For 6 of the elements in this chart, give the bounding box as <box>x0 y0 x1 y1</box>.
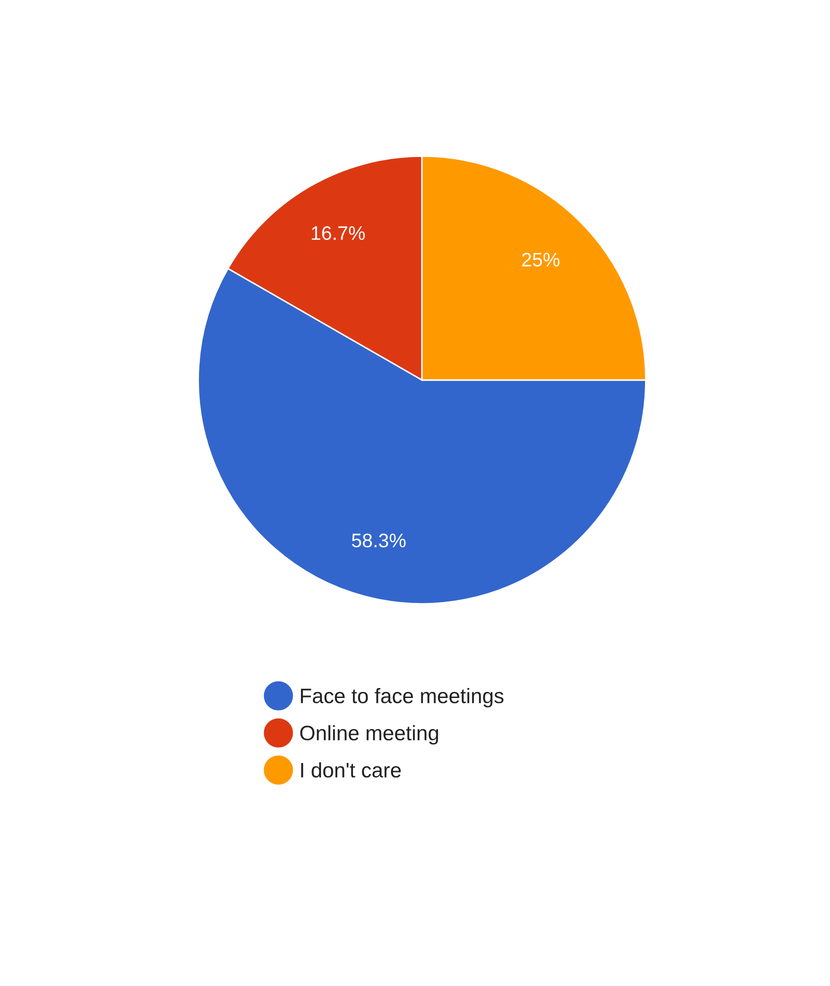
data-label: 25% <box>522 252 560 267</box>
data-label: 58.3% <box>352 534 406 548</box>
legend-label: Face to face meetings <box>300 688 504 708</box>
data-label: 16.7% <box>312 226 365 240</box>
legend-label: Online meeting <box>300 725 438 745</box>
legend-label: I don't care <box>301 762 401 778</box>
